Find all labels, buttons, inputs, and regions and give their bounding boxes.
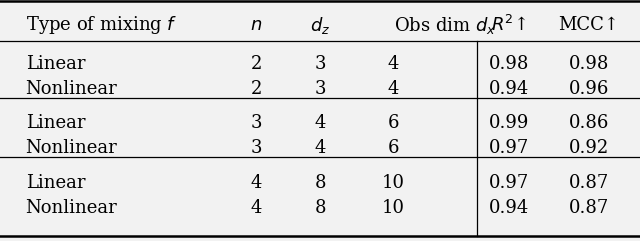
Text: 3: 3 xyxy=(314,80,326,98)
Text: Type of mixing $f$: Type of mixing $f$ xyxy=(26,14,177,36)
Text: 8: 8 xyxy=(314,174,326,192)
Text: 4: 4 xyxy=(250,174,262,192)
Text: Obs dim $d_x$: Obs dim $d_x$ xyxy=(394,15,496,36)
Text: Nonlinear: Nonlinear xyxy=(26,139,117,157)
Text: 8: 8 xyxy=(314,200,326,217)
Text: 4: 4 xyxy=(250,200,262,217)
Text: Nonlinear: Nonlinear xyxy=(26,200,117,217)
Text: $d_z$: $d_z$ xyxy=(310,15,330,36)
Text: 0.87: 0.87 xyxy=(569,174,609,192)
Text: 6: 6 xyxy=(388,114,399,132)
Text: 2: 2 xyxy=(250,80,262,98)
Text: 0.92: 0.92 xyxy=(569,139,609,157)
Text: Linear: Linear xyxy=(26,55,85,73)
Text: 3: 3 xyxy=(314,55,326,73)
Text: 0.94: 0.94 xyxy=(489,200,529,217)
Text: 2: 2 xyxy=(250,55,262,73)
Text: 0.97: 0.97 xyxy=(489,174,529,192)
Text: 10: 10 xyxy=(382,174,405,192)
Text: 4: 4 xyxy=(314,114,326,132)
Text: 4: 4 xyxy=(388,55,399,73)
Text: 0.98: 0.98 xyxy=(488,55,529,73)
Text: Nonlinear: Nonlinear xyxy=(26,80,117,98)
Text: 3: 3 xyxy=(250,114,262,132)
Text: 4: 4 xyxy=(314,139,326,157)
Text: Linear: Linear xyxy=(26,114,85,132)
Text: Linear: Linear xyxy=(26,174,85,192)
Text: 4: 4 xyxy=(388,80,399,98)
Text: 0.99: 0.99 xyxy=(488,114,529,132)
Text: $n$: $n$ xyxy=(250,16,262,34)
Text: 0.94: 0.94 xyxy=(489,80,529,98)
Text: 3: 3 xyxy=(250,139,262,157)
Text: 0.96: 0.96 xyxy=(568,80,609,98)
Text: 0.98: 0.98 xyxy=(568,55,609,73)
Text: $R^2$↑: $R^2$↑ xyxy=(491,15,527,35)
Text: 10: 10 xyxy=(382,200,405,217)
Text: 0.86: 0.86 xyxy=(568,114,609,132)
Text: MCC↑: MCC↑ xyxy=(558,16,620,34)
Text: 0.87: 0.87 xyxy=(569,200,609,217)
Text: 0.97: 0.97 xyxy=(489,139,529,157)
Text: 6: 6 xyxy=(388,139,399,157)
